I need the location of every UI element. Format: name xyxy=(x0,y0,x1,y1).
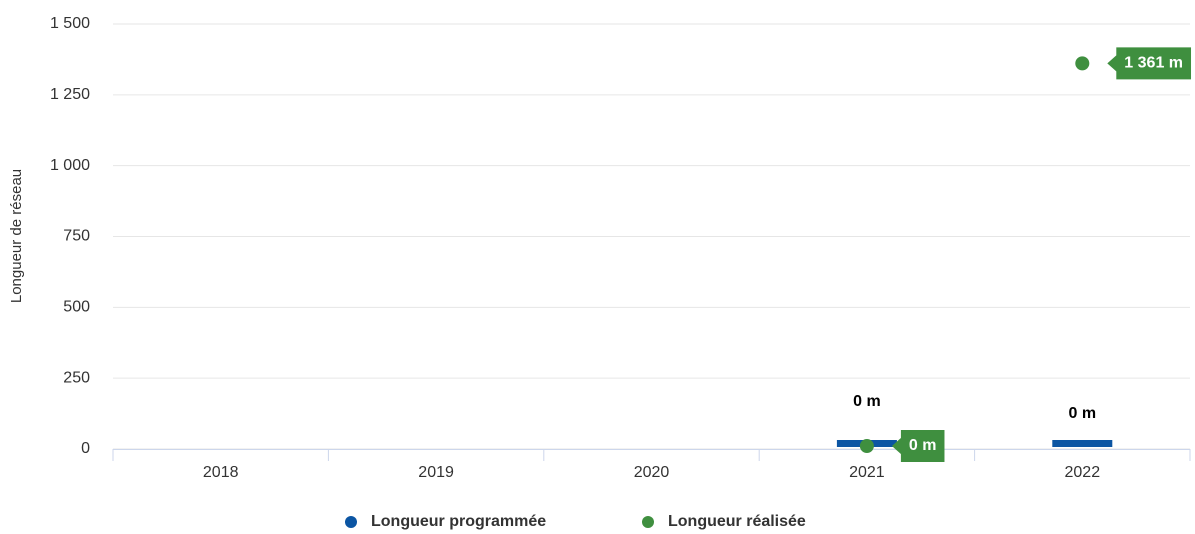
legend-label[interactable]: Longueur réalisée xyxy=(668,513,806,530)
y-tick-label: 750 xyxy=(63,228,90,245)
y-tick-label: 250 xyxy=(63,369,90,386)
data-label-box xyxy=(1107,47,1192,80)
y-tick-label: 1 000 xyxy=(50,157,90,174)
x-tick-label: 2022 xyxy=(1065,464,1101,481)
y-axis-title: Longueur de réseau xyxy=(8,169,25,303)
x-tick-label: 2019 xyxy=(418,464,454,481)
data-label-box xyxy=(891,430,945,462)
data-label: 1 361 m xyxy=(1124,55,1183,72)
y-tick-label: 0 xyxy=(81,440,90,457)
legend-label[interactable]: Longueur programmée xyxy=(371,513,546,530)
legend-marker xyxy=(642,516,654,528)
point xyxy=(1075,56,1090,71)
y-tick-label: 1 500 xyxy=(50,15,90,32)
x-tick-label: 2020 xyxy=(634,464,670,481)
data-label: 0 m xyxy=(909,437,937,454)
data-label: 0 m xyxy=(1069,405,1097,422)
y-tick-label: 1 250 xyxy=(50,86,90,103)
bar xyxy=(1052,440,1113,447)
x-tick-label: 2021 xyxy=(849,464,885,481)
y-tick-label: 500 xyxy=(63,299,90,316)
point xyxy=(859,439,874,453)
data-label: 0 m xyxy=(853,393,881,410)
legend-marker xyxy=(345,516,357,528)
x-tick-label: 2018 xyxy=(203,464,239,481)
